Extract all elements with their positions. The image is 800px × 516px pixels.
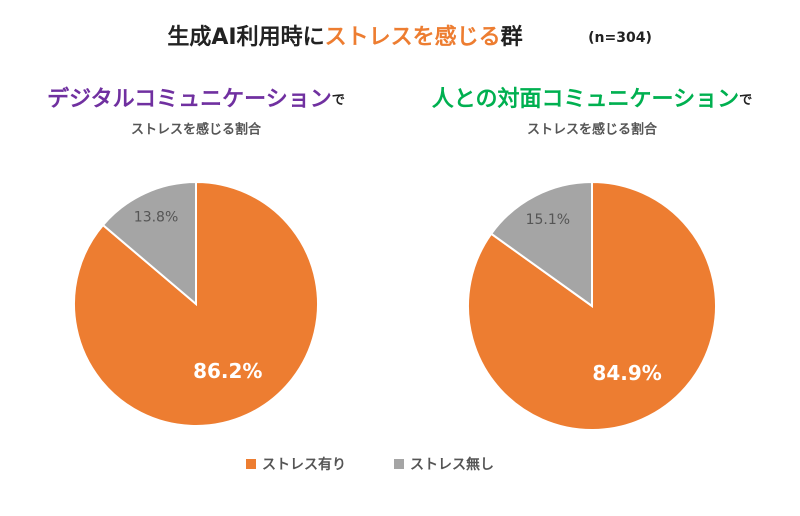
chart-title-part: 群 bbox=[501, 24, 523, 50]
pie-slice bbox=[489, 180, 593, 308]
data-label: 13.8% bbox=[134, 210, 178, 226]
pie-title-part: 人との対面コミュニケーション bbox=[432, 87, 739, 112]
chart-title-part: 生成AI利用時に bbox=[167, 25, 324, 50]
pie-subtitle: ストレスを感じる割合 bbox=[131, 122, 262, 138]
pie-title-part: デジタルコミュニケーション bbox=[47, 86, 332, 112]
chart-title-part: ストレスを感じる bbox=[325, 24, 501, 50]
legend-swatch bbox=[246, 459, 256, 469]
sample-size: (n=304) bbox=[588, 30, 652, 46]
data-label: 15.1% bbox=[526, 212, 570, 228]
data-label: 86.2% bbox=[193, 359, 262, 383]
legend-swatch bbox=[394, 459, 404, 469]
data-label: 84.9% bbox=[592, 361, 661, 385]
legend-label: ストレス無し bbox=[410, 456, 494, 473]
pie-title: デジタルコミュニケーションで bbox=[47, 86, 345, 112]
pie-title-part: で bbox=[332, 93, 345, 108]
pie-subtitle: ストレスを感じる割合 bbox=[527, 122, 658, 138]
legend-label: ストレス有り bbox=[262, 456, 346, 473]
pie-title-part: で bbox=[739, 93, 752, 108]
pie-slice bbox=[101, 180, 197, 307]
pie-title: 人との対面コミュニケーションで bbox=[432, 87, 753, 112]
chart-title: 生成AI利用時にストレスを感じる群 bbox=[167, 24, 522, 50]
